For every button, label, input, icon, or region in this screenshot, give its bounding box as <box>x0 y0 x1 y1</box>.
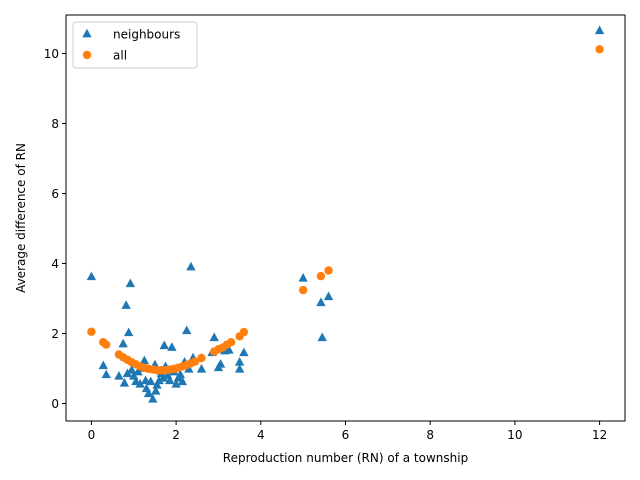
x-tick-label: 10 <box>507 428 522 442</box>
point-neighbours-24 <box>152 380 162 389</box>
x-tick-label: 8 <box>426 428 434 442</box>
point-all-2 <box>102 340 111 349</box>
point-all-31 <box>316 271 326 281</box>
point-all-30 <box>298 285 308 295</box>
point-neighbours-32 <box>167 342 177 351</box>
point-all-0 <box>87 327 96 336</box>
point-neighbours-21 <box>148 394 158 403</box>
point-neighbours-47 <box>215 359 226 368</box>
point-neighbours-54 <box>316 297 326 307</box>
point-neighbours-43 <box>196 364 207 373</box>
point-neighbours-39 <box>182 325 192 335</box>
y-tick-label: 6 <box>51 187 59 201</box>
point-neighbours-31 <box>165 375 175 385</box>
x-axis-ticks: 0 2 4 6 8 10 12 <box>88 421 607 442</box>
point-all-32 <box>324 266 333 275</box>
point-neighbours-20 <box>146 376 156 386</box>
y-axis-ticks: 0 2 4 6 8 10 <box>44 47 66 411</box>
point-neighbours-3 <box>114 371 124 380</box>
point-neighbours-2 <box>101 369 111 379</box>
point-neighbours-51 <box>234 357 245 366</box>
point-neighbours-28 <box>159 340 169 350</box>
x-tick-label: 0 <box>88 428 96 442</box>
legend-item-all: all <box>82 49 127 63</box>
y-tick-label: 4 <box>51 257 59 271</box>
legend-marker-circle <box>82 50 92 60</box>
point-neighbours-34 <box>171 379 181 388</box>
x-tick-label: 2 <box>172 428 180 442</box>
point-neighbours-25 <box>154 375 164 385</box>
point-neighbours-37 <box>177 376 188 386</box>
point-neighbours-27 <box>158 373 169 382</box>
legend-item-neighbours: neighbours <box>82 28 180 42</box>
y-tick-label: 8 <box>51 117 59 131</box>
point-all-29 <box>239 327 249 337</box>
point-neighbours-8 <box>123 327 134 337</box>
point-neighbours-36 <box>175 369 186 379</box>
point-neighbours-57 <box>594 25 605 35</box>
y-tick-label: 2 <box>51 327 59 341</box>
point-all-22 <box>197 353 206 363</box>
data-marks <box>86 25 605 403</box>
y-tick-label: 10 <box>44 47 59 61</box>
point-neighbours-45 <box>209 332 219 342</box>
x-tick-label: 4 <box>257 428 265 442</box>
legend-label: neighbours <box>113 28 180 42</box>
legend: neighbours all <box>72 21 198 69</box>
x-tick-label: 6 <box>342 428 350 442</box>
y-tick-label: 0 <box>51 397 59 411</box>
point-neighbours-4 <box>118 338 128 348</box>
x-tick-label: 12 <box>592 428 607 442</box>
point-neighbours-1 <box>98 360 108 370</box>
point-all-33 <box>595 45 604 54</box>
point-all-27 <box>226 338 236 347</box>
point-neighbours-9 <box>125 278 136 288</box>
point-neighbours-52 <box>239 347 249 357</box>
legend-label: all <box>113 49 127 63</box>
legend-box <box>72 21 198 69</box>
point-neighbours-50 <box>234 364 245 373</box>
point-neighbours-0 <box>86 271 97 281</box>
point-neighbours-14 <box>135 379 145 388</box>
point-neighbours-23 <box>151 386 161 395</box>
point-neighbours-55 <box>317 332 327 342</box>
point-neighbours-16 <box>139 355 150 365</box>
series-all <box>87 45 604 375</box>
x-axis-label: Reproduction number (RN) of a township <box>223 451 468 465</box>
legend-marker-triangle <box>82 28 92 38</box>
point-neighbours-49 <box>224 345 234 354</box>
y-axis-label: Average difference of RN <box>14 143 28 293</box>
point-neighbours-5 <box>119 378 130 387</box>
point-neighbours-53 <box>298 273 308 282</box>
point-neighbours-56 <box>323 291 334 301</box>
point-neighbours-6 <box>121 300 131 309</box>
point-all-21 <box>190 357 200 366</box>
point-neighbours-41 <box>186 261 196 271</box>
point-neighbours-19 <box>143 388 154 398</box>
